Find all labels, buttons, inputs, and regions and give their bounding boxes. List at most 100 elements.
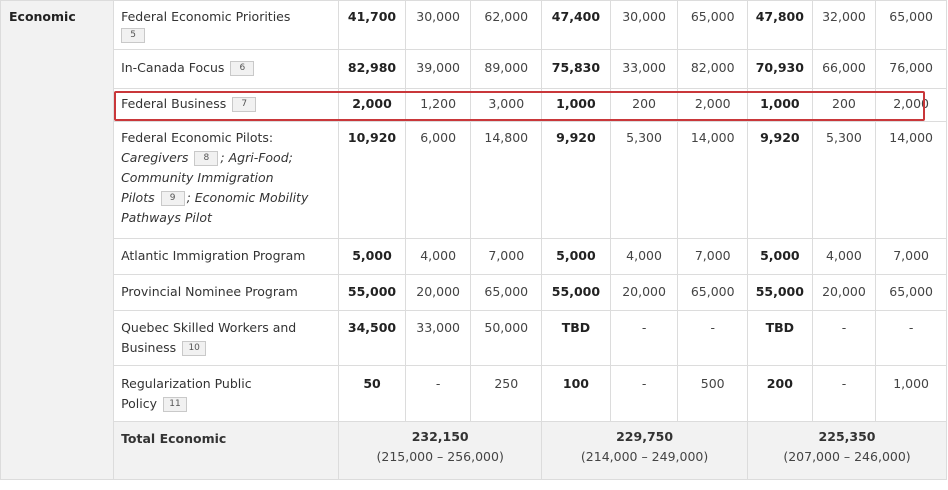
value-cell: 75,830	[541, 49, 611, 89]
value-cell: 65,000	[875, 274, 947, 311]
table-row: Provincial Nominee Program 55,000 20,000…	[1, 274, 947, 311]
program-name: Atlantic Immigration Program	[121, 248, 306, 263]
value-cell: 200	[811, 88, 877, 122]
value-cell: TBD	[541, 310, 611, 366]
value-cell: 5,000	[747, 238, 813, 275]
value-cell: 33,000	[609, 49, 679, 89]
value-cell: 9,920	[747, 121, 813, 239]
program-name-line2: Policy	[121, 396, 158, 411]
value-cell: 55,000	[541, 274, 611, 311]
table-row: Federal Economic Pilots: Caregivers 8; A…	[1, 121, 947, 239]
table-row: Economic Federal Economic Priorities 5 4…	[0, 0, 947, 480]
total-sum: 229,750	[616, 429, 674, 444]
total-sum: 225,350	[818, 429, 876, 444]
program-name-line1: Regularization Public	[121, 376, 252, 391]
value-cell: 1,000	[875, 365, 947, 422]
program-name: Federal Business	[121, 96, 227, 111]
value-cell: 9,920	[541, 121, 611, 239]
value-cell: 100	[541, 365, 611, 422]
total-cell: 229,750 (214,000 – 249,000)	[541, 421, 749, 480]
value-cell: 14,800	[470, 121, 543, 239]
value-cell: 2,000	[677, 88, 749, 122]
value-cell: 7,000	[677, 238, 749, 275]
value-cell: 65,000	[470, 274, 543, 311]
program-cell: Provincial Nominee Program	[113, 274, 340, 311]
value-cell: 200	[609, 88, 679, 122]
pilot-community: Community Immigration	[121, 170, 274, 185]
value-cell: 1,000	[541, 88, 611, 122]
footnote-link[interactable]: 10	[182, 341, 207, 356]
value-cell: 70,930	[747, 49, 813, 89]
pilot-caregivers: Caregivers	[121, 150, 189, 165]
value-cell: 4,000	[811, 238, 877, 275]
table-row: Quebec Skilled Workers and Business 10 3…	[1, 310, 947, 366]
program-name-line1: Quebec Skilled Workers and	[121, 320, 297, 335]
value-cell: 10,920	[338, 121, 406, 239]
program-name: Federal Economic Pilots:	[121, 130, 274, 145]
value-cell: 14,000	[875, 121, 947, 239]
pilot-economic-mobility: ; Economic Mobility	[186, 190, 309, 205]
value-cell: 7,000	[470, 238, 543, 275]
pilot-pathways: Pathways Pilot	[121, 210, 212, 225]
value-cell: 50,000	[470, 310, 543, 366]
program-cell: Federal Business 7	[113, 88, 340, 122]
value-cell: 76,000	[875, 49, 947, 89]
value-cell: 1,000	[747, 88, 813, 122]
value-cell: -	[609, 310, 679, 366]
value-cell: 20,000	[404, 274, 472, 311]
value-cell: 65,000	[875, 0, 947, 50]
value-cell: 47,800	[747, 0, 813, 50]
value-cell: -	[811, 310, 877, 366]
value-cell: 65,000	[677, 0, 749, 50]
value-cell: 20,000	[811, 274, 877, 311]
value-cell: 6,000	[404, 121, 472, 239]
value-cell: 65,000	[677, 274, 749, 311]
pilot-pilots: Pilots	[121, 190, 155, 205]
value-cell: -	[677, 310, 749, 366]
program-cell: Regularization Public Policy 11	[113, 365, 340, 422]
category-cell: Economic	[0, 0, 115, 480]
total-label: Total Economic	[113, 421, 340, 480]
program-cell: Quebec Skilled Workers and Business 10	[113, 310, 340, 366]
value-cell: 33,000	[404, 310, 472, 366]
value-cell: 4,000	[404, 238, 472, 275]
program-cell: Atlantic Immigration Program	[113, 238, 340, 275]
value-cell: 62,000	[470, 0, 543, 50]
pilot-agri-food: ; Agri-Food;	[220, 150, 293, 165]
value-cell: 3,000	[470, 88, 543, 122]
footnote-link[interactable]: 6	[230, 61, 255, 76]
program-name: Provincial Nominee Program	[121, 284, 298, 299]
value-cell: 5,000	[338, 238, 406, 275]
value-cell: 1,200	[404, 88, 472, 122]
value-cell: 30,000	[609, 0, 679, 50]
value-cell: 2,000	[875, 88, 947, 122]
footnote-link[interactable]: 11	[163, 397, 188, 412]
value-cell: 500	[677, 365, 749, 422]
value-cell: 50	[338, 365, 406, 422]
total-range: (215,000 – 256,000)	[376, 449, 504, 464]
footnote-link[interactable]: 7	[232, 97, 257, 112]
footnote-link[interactable]: 8	[194, 151, 219, 166]
value-cell: 34,500	[338, 310, 406, 366]
value-cell: -	[609, 365, 679, 422]
program-name-line2: Business	[121, 340, 177, 355]
value-cell: 89,000	[470, 49, 543, 89]
value-cell: 14,000	[677, 121, 749, 239]
value-cell: 55,000	[747, 274, 813, 311]
value-cell: 200	[747, 365, 813, 422]
total-sum: 232,150	[411, 429, 469, 444]
value-cell: 7,000	[875, 238, 947, 275]
value-cell: -	[404, 365, 472, 422]
footnote-link[interactable]: 9	[160, 191, 185, 206]
total-row: Total Economic 232,150 (215,000 – 256,00…	[1, 421, 947, 480]
value-cell: 5,300	[811, 121, 877, 239]
table-row-highlighted: Federal Business 7 2,000 1,200 3,000 1,0…	[1, 88, 947, 122]
value-cell: 250	[470, 365, 543, 422]
table-row: In-Canada Focus 6 82,980 39,000 89,000 7…	[1, 49, 947, 89]
program-cell: In-Canada Focus 6	[113, 49, 340, 89]
value-cell: 30,000	[404, 0, 472, 50]
program-name: In-Canada Focus	[121, 60, 225, 75]
footnote-link[interactable]: 5	[121, 28, 146, 43]
immigration-levels-table: Economic Federal Economic Priorities 5 4…	[0, 0, 947, 480]
